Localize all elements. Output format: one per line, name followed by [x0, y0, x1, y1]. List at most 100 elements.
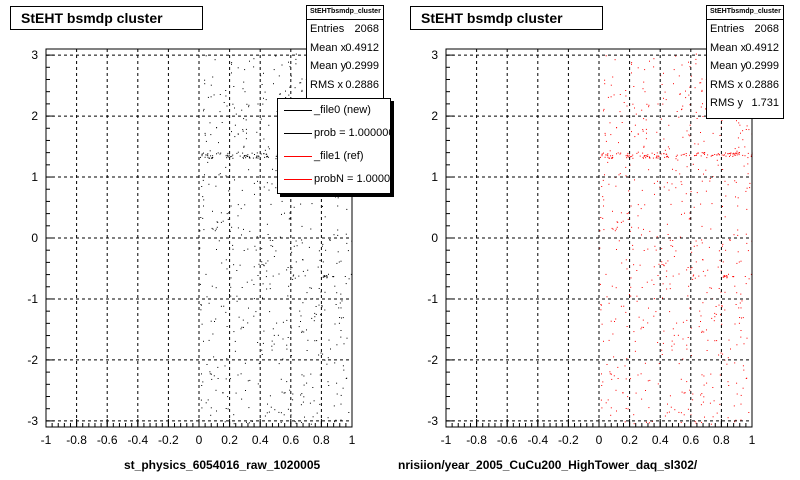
data-point: [210, 134, 212, 136]
data-point: [263, 330, 265, 332]
data-point: [253, 315, 255, 317]
data-point: [655, 249, 657, 251]
data-point: [208, 302, 210, 304]
data-point: [627, 156, 629, 158]
data-point: [748, 412, 750, 413]
data-point: [306, 350, 308, 351]
x-tick-label: 0.6: [682, 433, 699, 447]
data-point: [721, 306, 723, 308]
data-point: [216, 127, 217, 129]
data-point: [315, 306, 317, 307]
data-point: [204, 79, 206, 81]
data-point: [212, 333, 214, 335]
data-point: [610, 373, 612, 375]
data-point: [614, 230, 616, 232]
data-point: [626, 268, 628, 270]
data-point: [295, 58, 297, 60]
data-point: [227, 218, 229, 220]
data-point: [343, 369, 345, 371]
data-point: [733, 234, 735, 236]
data-point: [293, 245, 295, 247]
data-point: [703, 375, 705, 377]
data-point: [623, 305, 625, 307]
data-point: [201, 186, 203, 187]
data-point: [210, 373, 212, 375]
data-point: [278, 75, 280, 77]
data-point: [203, 340, 204, 342]
data-point: [295, 63, 297, 65]
data-point: [241, 109, 243, 111]
data-point: [675, 170, 677, 172]
data-point: [280, 421, 282, 423]
data-point: [614, 321, 615, 322]
data-point: [699, 82, 701, 84]
data-point: [342, 387, 344, 389]
data-point: [303, 331, 305, 333]
data-point: [208, 339, 210, 341]
data-point: [348, 278, 350, 280]
data-point: [233, 414, 235, 416]
data-point: [746, 208, 748, 210]
data-point: [694, 421, 696, 422]
data-point: [287, 267, 289, 268]
data-point: [695, 53, 697, 55]
data-point: [601, 407, 603, 409]
data-point: [616, 410, 617, 412]
data-point: [603, 152, 604, 154]
data-point: [722, 276, 724, 278]
data-point: [612, 228, 614, 230]
data-point: [736, 262, 738, 264]
data-point: [643, 81, 645, 83]
data-point: [736, 292, 738, 294]
data-point: [625, 175, 627, 177]
data-point: [275, 187, 277, 189]
data-point: [257, 342, 259, 343]
data-point: [289, 389, 291, 391]
data-point: [265, 99, 267, 101]
data-point: [728, 273, 729, 275]
data-point: [227, 396, 229, 398]
y-tick-label: 1: [31, 170, 38, 184]
data-point: [615, 228, 617, 230]
data-point: [268, 411, 270, 413]
data-point: [715, 313, 717, 315]
data-point: [656, 156, 658, 158]
data-point: [620, 221, 622, 223]
data-point: [606, 154, 608, 156]
data-point: [295, 53, 297, 55]
data-point: [698, 275, 700, 277]
left-stats-box: StEHTbsmdp_cluster Entries 2068 Mean x 0.4…: [306, 5, 384, 113]
data-point: [600, 399, 602, 401]
data-point: [327, 357, 329, 359]
data-point: [661, 354, 663, 355]
data-point: [621, 122, 623, 123]
data-point: [648, 422, 650, 424]
data-point: [632, 248, 634, 250]
data-point: [609, 373, 611, 375]
data-point: [696, 192, 698, 194]
x-tick-label: 0.4: [652, 433, 669, 447]
data-point: [619, 94, 621, 95]
data-point: [695, 261, 697, 263]
data-point: [290, 268, 292, 270]
data-point: [276, 322, 278, 324]
data-point: [609, 122, 611, 124]
data-point: [643, 250, 645, 251]
data-point: [278, 411, 280, 413]
data-point: [648, 104, 650, 106]
data-point: [686, 130, 688, 132]
data-point: [237, 67, 239, 69]
data-point: [203, 229, 205, 231]
data-point: [604, 134, 606, 136]
data-point: [298, 326, 300, 328]
data-point: [203, 108, 205, 110]
data-point: [698, 326, 700, 328]
data-point: [729, 153, 731, 154]
data-point: [201, 385, 203, 386]
data-point: [253, 266, 255, 268]
data-point: [335, 196, 336, 198]
data-point: [658, 363, 660, 365]
data-point: [233, 86, 235, 87]
data-point: [697, 153, 699, 154]
data-point: [230, 295, 232, 297]
